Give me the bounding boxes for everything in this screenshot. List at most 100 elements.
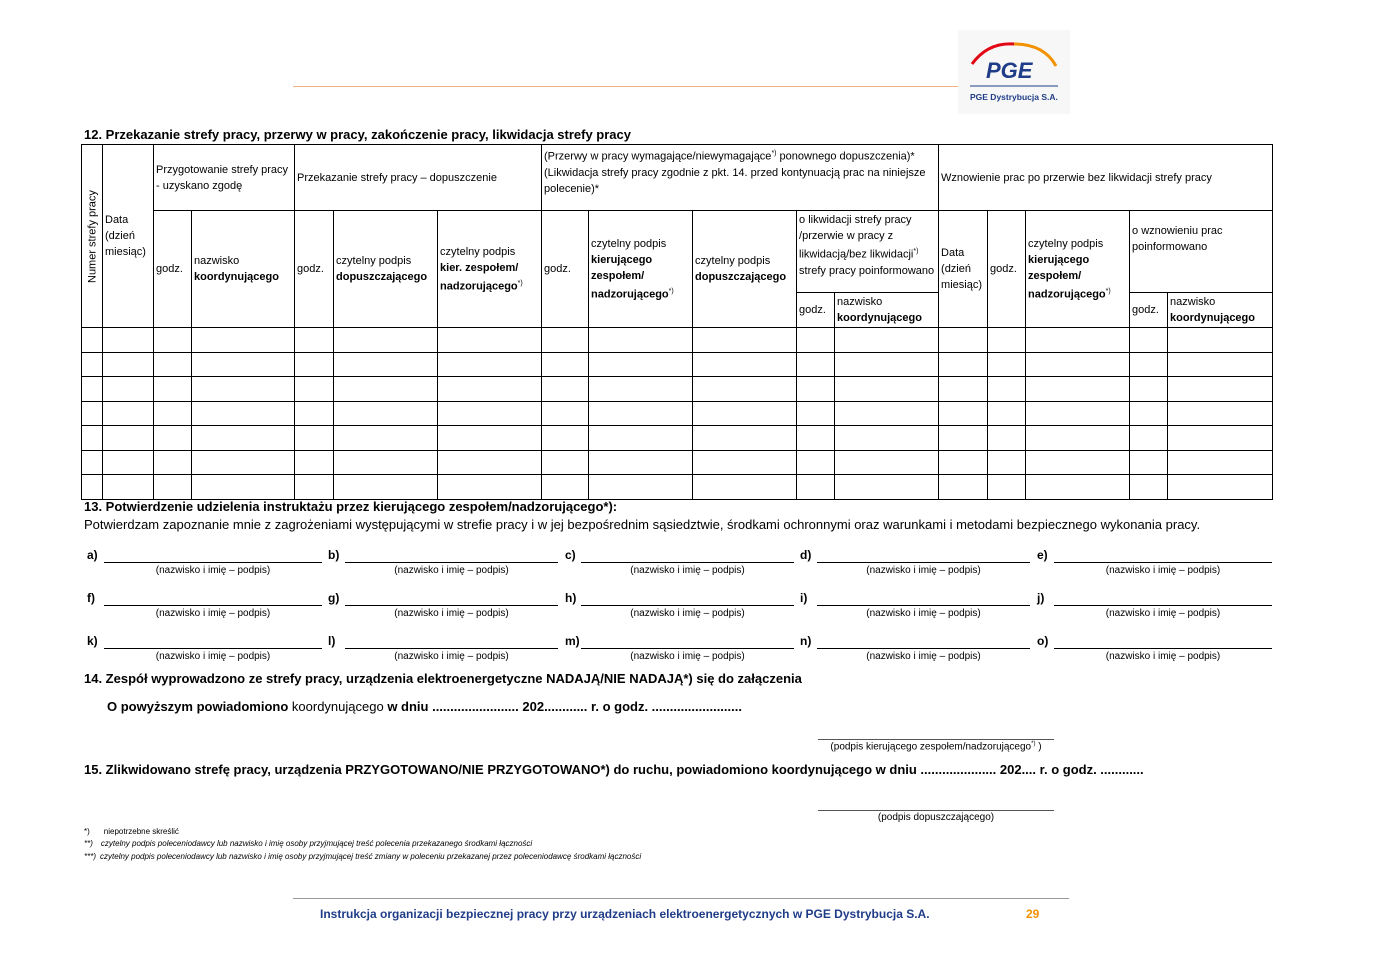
table-cell[interactable] — [333, 474, 439, 500]
table-cell[interactable] — [81, 376, 103, 402]
table-cell[interactable] — [294, 400, 335, 426]
table-cell[interactable] — [437, 376, 543, 402]
table-cell[interactable] — [1167, 474, 1274, 500]
table-cell[interactable] — [834, 400, 940, 426]
table-cell[interactable] — [1129, 376, 1169, 402]
table-cell[interactable] — [987, 351, 1027, 377]
table-cell[interactable] — [1129, 400, 1169, 426]
table-cell[interactable] — [1129, 327, 1169, 353]
table-cell[interactable] — [81, 327, 103, 353]
table-cell[interactable] — [796, 327, 836, 353]
table-cell[interactable] — [153, 449, 192, 475]
table-cell[interactable] — [333, 327, 439, 353]
table-cell[interactable] — [987, 449, 1027, 475]
table-cell[interactable] — [153, 474, 192, 500]
signature-line[interactable] — [345, 648, 558, 649]
table-cell[interactable] — [102, 474, 154, 500]
table-cell[interactable] — [796, 449, 836, 475]
table-cell[interactable] — [796, 425, 836, 451]
signature-line[interactable] — [104, 562, 322, 563]
signature-line[interactable] — [1054, 605, 1272, 606]
table-cell[interactable] — [1167, 449, 1274, 475]
table-cell[interactable] — [437, 449, 543, 475]
table-cell[interactable] — [1025, 425, 1131, 451]
table-cell[interactable] — [796, 351, 836, 377]
table-cell[interactable] — [1129, 425, 1169, 451]
table-cell[interactable] — [294, 449, 335, 475]
table-cell[interactable] — [938, 327, 989, 353]
signature-line[interactable] — [345, 562, 558, 563]
table-cell[interactable] — [437, 327, 543, 353]
table-cell[interactable] — [987, 474, 1027, 500]
table-cell[interactable] — [692, 376, 798, 402]
table-cell[interactable] — [190, 351, 296, 377]
table-cell[interactable] — [437, 474, 543, 500]
table-cell[interactable] — [190, 376, 296, 402]
table-cell[interactable] — [153, 376, 192, 402]
table-cell[interactable] — [81, 425, 103, 451]
table-cell[interactable] — [938, 474, 989, 500]
table-cell[interactable] — [692, 449, 798, 475]
table-cell[interactable] — [190, 327, 296, 353]
table-cell[interactable] — [1129, 474, 1169, 500]
table-cell[interactable] — [1025, 351, 1131, 377]
table-cell[interactable] — [333, 351, 439, 377]
table-cell[interactable] — [987, 400, 1027, 426]
table-cell[interactable] — [938, 449, 989, 475]
signature-line[interactable] — [581, 648, 794, 649]
table-cell[interactable] — [834, 376, 940, 402]
table-cell[interactable] — [153, 327, 192, 353]
signature-line[interactable] — [581, 605, 794, 606]
table-cell[interactable] — [333, 449, 439, 475]
table-cell[interactable] — [190, 449, 296, 475]
table-cell[interactable] — [938, 351, 989, 377]
table-cell[interactable] — [987, 327, 1027, 353]
signature-line[interactable] — [1054, 648, 1272, 649]
table-cell[interactable] — [834, 474, 940, 500]
table-cell[interactable] — [692, 351, 798, 377]
table-cell[interactable] — [1167, 376, 1274, 402]
table-cell[interactable] — [333, 400, 439, 426]
table-cell[interactable] — [294, 376, 335, 402]
table-cell[interactable] — [541, 400, 590, 426]
signature-line[interactable] — [104, 605, 322, 606]
table-cell[interactable] — [102, 449, 154, 475]
table-cell[interactable] — [333, 376, 439, 402]
table-cell[interactable] — [190, 474, 296, 500]
table-cell[interactable] — [437, 400, 543, 426]
table-cell[interactable] — [102, 327, 154, 353]
signature-line[interactable] — [817, 605, 1030, 606]
table-cell[interactable] — [541, 351, 590, 377]
signature-line-dopuszczajacego[interactable] — [818, 810, 1054, 811]
table-cell[interactable] — [987, 376, 1027, 402]
table-cell[interactable] — [1025, 474, 1131, 500]
table-cell[interactable] — [796, 400, 836, 426]
signature-line-kierujacego[interactable] — [818, 739, 1054, 740]
table-cell[interactable] — [1025, 400, 1131, 426]
signature-line[interactable] — [817, 562, 1030, 563]
table-cell[interactable] — [294, 327, 335, 353]
signature-line[interactable] — [581, 562, 794, 563]
table-cell[interactable] — [102, 376, 154, 402]
table-cell[interactable] — [834, 327, 940, 353]
table-cell[interactable] — [541, 449, 590, 475]
table-cell[interactable] — [588, 327, 694, 353]
table-cell[interactable] — [294, 474, 335, 500]
table-cell[interactable] — [437, 425, 543, 451]
table-cell[interactable] — [834, 425, 940, 451]
table-cell[interactable] — [1025, 376, 1131, 402]
table-cell[interactable] — [81, 474, 103, 500]
table-cell[interactable] — [102, 400, 154, 426]
table-cell[interactable] — [541, 376, 590, 402]
table-cell[interactable] — [102, 351, 154, 377]
table-cell[interactable] — [294, 351, 335, 377]
table-cell[interactable] — [153, 425, 192, 451]
table-cell[interactable] — [1167, 351, 1274, 377]
table-cell[interactable] — [692, 400, 798, 426]
table-cell[interactable] — [796, 376, 836, 402]
table-cell[interactable] — [938, 400, 989, 426]
table-cell[interactable] — [1167, 400, 1274, 426]
table-cell[interactable] — [437, 351, 543, 377]
table-cell[interactable] — [692, 425, 798, 451]
table-cell[interactable] — [987, 425, 1027, 451]
